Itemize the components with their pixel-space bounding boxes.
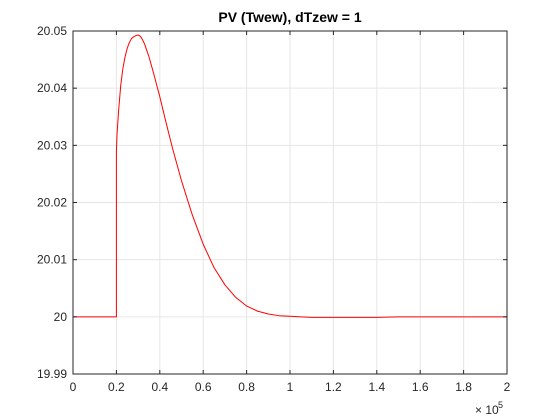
x-tick-label: 1.8: [455, 380, 472, 394]
x-tick-label: 0.6: [195, 380, 212, 394]
tick-marks: [72, 30, 508, 375]
x-tick-label: 0.8: [238, 380, 255, 394]
y-tick-label: 20: [54, 310, 68, 324]
y-tick-label: 20.02: [37, 196, 67, 210]
x-tick-label: 0.4: [151, 380, 168, 394]
x-tick-label: 1.6: [412, 380, 429, 394]
y-tick-label: 20.03: [37, 138, 67, 152]
x-tick-label: 1.2: [325, 380, 342, 394]
y-tick-label: 20.04: [37, 81, 67, 95]
x-tick-label: 1.4: [368, 380, 385, 394]
x-tick-label: 1: [287, 380, 294, 394]
x-exponent-power: 5: [498, 400, 503, 410]
series-line: [73, 34, 507, 318]
x-exponent-label: × 10: [475, 403, 499, 417]
x-tick-labels: 0 0.2 0.4 0.6 0.8 1 1.2 1.4 1.6 1.8 2: [70, 380, 511, 394]
x-tick-label: 0: [70, 380, 77, 394]
y-tick-labels: 19.99 20 20.01 20.02 20.03 20.04 20.05: [37, 24, 67, 381]
y-tick-label: 19.99: [37, 367, 67, 381]
x-tick-label: 0.2: [108, 380, 125, 394]
y-tick-label: 20.05: [37, 24, 67, 38]
data-lines: [73, 34, 507, 318]
chart-title: PV (Twew), dTzew = 1: [218, 9, 361, 25]
x-tick-label: 2: [504, 380, 511, 394]
y-tick-label: 20.01: [37, 253, 67, 267]
